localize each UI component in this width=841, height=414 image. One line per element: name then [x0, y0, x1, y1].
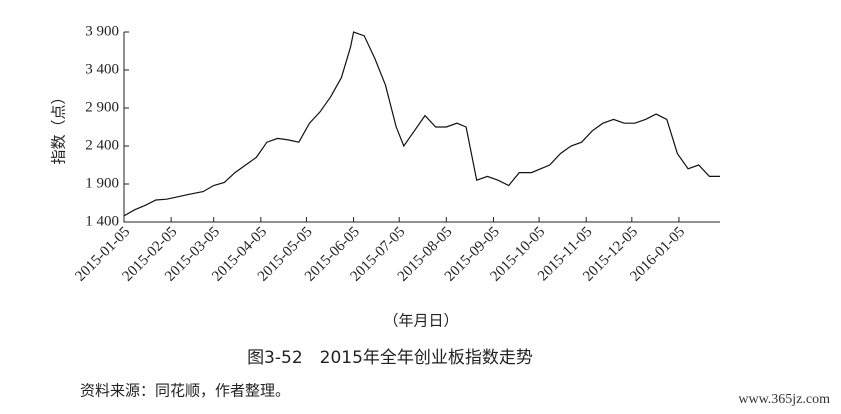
chart-title: 图3-52 2015年全年创业板指数走势: [247, 348, 533, 368]
y-tick-label: 1 400: [85, 213, 119, 229]
y-tick-label: 1 900: [85, 175, 119, 191]
watermark: www.365jz.com: [738, 392, 830, 407]
y-tick-label: 3 400: [85, 61, 119, 77]
index-line: [123, 31, 720, 217]
y-axis-label: 指数（点）: [50, 89, 67, 164]
axes: [123, 32, 720, 223]
y-tick-label: 2 900: [85, 99, 119, 115]
y-tick-label: 2 400: [85, 137, 119, 153]
x-axis-label: （年月日）: [383, 312, 458, 329]
y-tick-label: 3 900: [85, 23, 119, 39]
source-note: 资料来源：同花顺，作者整理。: [80, 382, 290, 399]
